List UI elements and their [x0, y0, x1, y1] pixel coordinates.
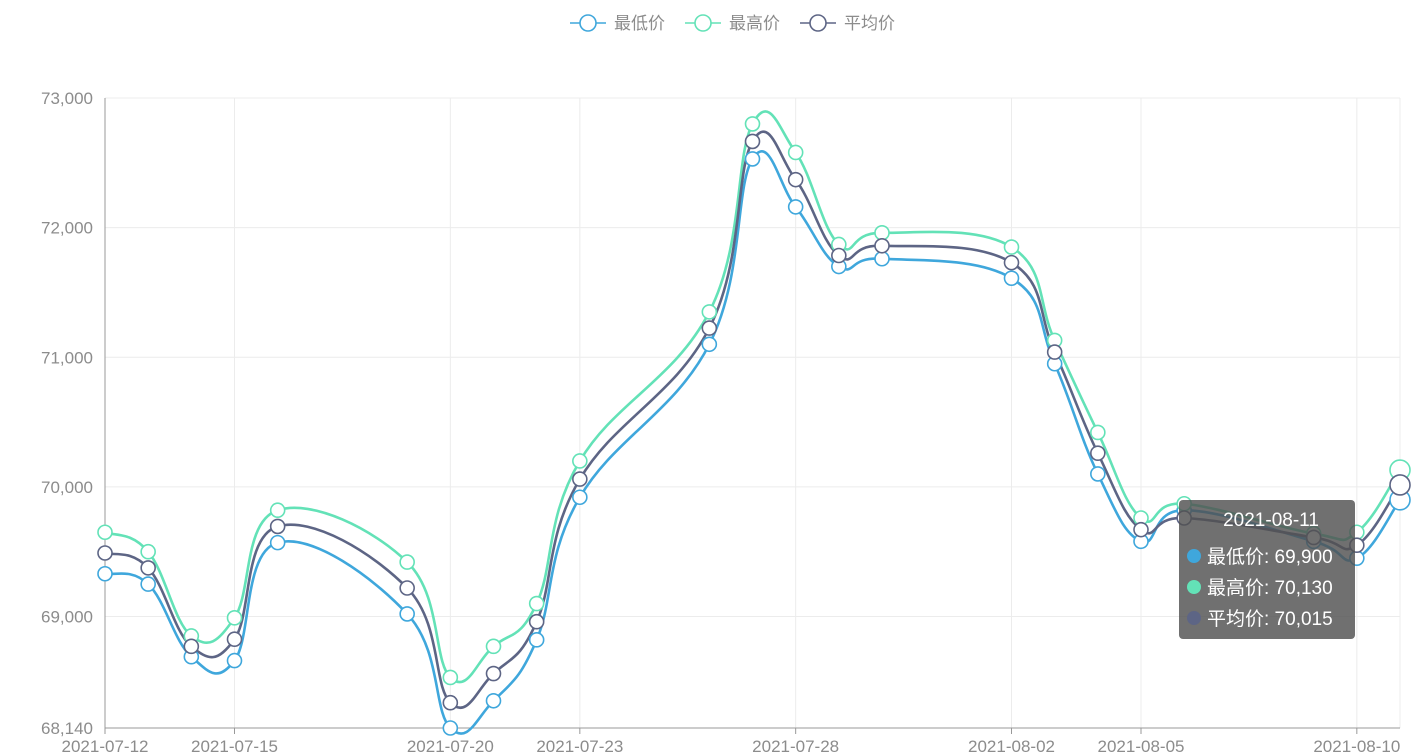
y-tick-label: 69,000 [41, 608, 93, 627]
tooltip: 2021-08-11 最低价: 69,900 最高价: 70,130 平均价: … [1179, 500, 1355, 639]
legend-marker-low [579, 14, 597, 32]
data-point-low [226, 652, 243, 669]
data-point-high [442, 669, 459, 686]
tooltip-row-high: 最高价: 70,130 [1187, 571, 1355, 602]
data-point-low [269, 534, 286, 551]
data-point-high [140, 543, 156, 560]
legend-label-high: 最高价 [729, 14, 780, 33]
data-point-low [1003, 270, 1020, 286]
x-tick-label: 2021-07-28 [752, 737, 839, 754]
data-point-low [744, 151, 761, 167]
data-point-low [442, 720, 459, 736]
data-point-low [528, 632, 545, 648]
data-point-avg [140, 560, 156, 576]
data-point-avg [701, 320, 718, 336]
data-point-avg [572, 471, 588, 487]
data-point-avg [1003, 254, 1020, 271]
data-point-avg [1046, 344, 1063, 360]
data-point-high [1090, 424, 1106, 441]
x-tick-label: 2021-08-02 [968, 737, 1055, 754]
data-point-high [787, 144, 804, 161]
tooltip-row-low: 最低价: 69,900 [1187, 540, 1355, 571]
data-point-low [97, 565, 113, 582]
data-point-low [140, 576, 156, 592]
data-point-avg [485, 665, 502, 682]
data-point-low [1090, 466, 1106, 482]
data-point-low [787, 199, 804, 215]
x-tick-label: 2021-08-10 [1313, 737, 1400, 754]
data-point-avg [874, 237, 890, 254]
data-point-avg [831, 247, 847, 264]
legend-marker-high [694, 14, 712, 32]
data-point-avg [226, 631, 243, 648]
tooltip-avg-value: 平均价: 70,015 [1207, 609, 1333, 630]
y-tick-label: 71,000 [41, 348, 93, 367]
data-point-avg [744, 133, 761, 150]
data-point-high [528, 595, 545, 612]
data-point-high [701, 304, 718, 320]
y-tick-label: 73,000 [41, 89, 93, 108]
data-point-high [399, 554, 415, 570]
data-point-high [269, 502, 286, 519]
data-point-avg [528, 613, 545, 630]
data-point-avg [97, 545, 113, 561]
y-tick-label: 68,140 [41, 719, 93, 738]
data-point-avg [442, 694, 459, 711]
tooltip-dot-avg [1187, 610, 1201, 625]
tooltip-row-avg: 平均价: 70,015 [1187, 602, 1355, 633]
y-tick-label: 70,000 [41, 478, 93, 497]
legend-marker-avg [809, 14, 827, 32]
data-point-high [1003, 239, 1020, 255]
data-point-high [97, 524, 113, 541]
legend-label-avg: 平均价 [844, 14, 895, 33]
data-point-high [874, 225, 890, 241]
x-tick-label: 2021-07-20 [407, 737, 494, 754]
x-tick-label: 2021-07-12 [62, 737, 149, 754]
tooltip-low-value: 最低价: 69,900 [1207, 547, 1333, 568]
legend-label-low: 最低价 [614, 14, 665, 33]
x-tick-label: 2021-07-15 [191, 737, 278, 754]
data-point-avg [269, 518, 286, 535]
data-point-low [485, 692, 502, 709]
x-tick-label: 2021-07-23 [536, 737, 623, 754]
data-point-high [226, 610, 243, 626]
data-point-avg [787, 171, 804, 188]
data-point-avg [1133, 521, 1149, 538]
data-point-avg [399, 580, 415, 596]
x-tick-label: 2021-08-05 [1098, 737, 1185, 754]
data-point-avg [1090, 445, 1106, 461]
data-point-high [572, 453, 588, 469]
data-point-avg [1389, 474, 1411, 496]
series-line-low [104, 150, 1402, 735]
data-point-low [701, 336, 718, 353]
data-point-low [572, 489, 588, 506]
tooltip-high-value: 最高价: 70,130 [1207, 578, 1333, 599]
data-point-low [874, 250, 890, 267]
tooltip-dot-high [1187, 579, 1201, 594]
data-point-avg [183, 638, 200, 655]
data-point-high [744, 116, 761, 132]
y-tick-label: 72,000 [41, 219, 93, 238]
tooltip-date: 2021-08-11 [1223, 510, 1319, 531]
data-point-high [485, 638, 502, 655]
tooltip-dot-low [1187, 548, 1201, 563]
data-point-low [399, 606, 415, 622]
